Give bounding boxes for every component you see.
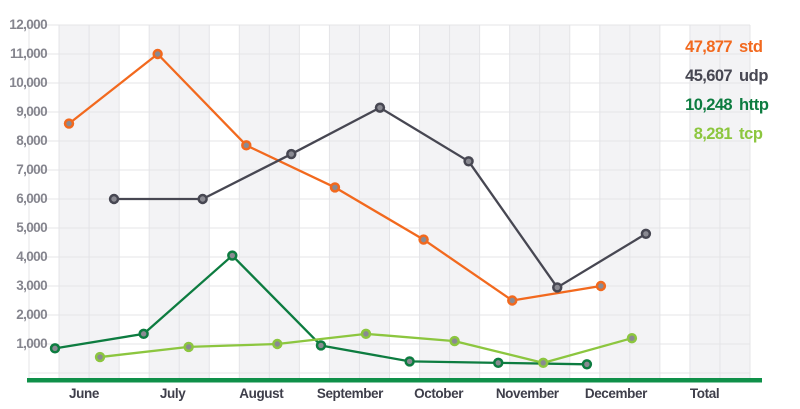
legend-label-udp: udp [739,67,769,85]
legend-total-http: 10,248 [685,96,732,114]
grid-stripe [719,25,750,378]
legend-total-udp: 45,607 [685,67,732,85]
data-point-center-udp-september [377,104,383,111]
y-axis-label: 9,000 [16,104,47,119]
y-axis-label: 8,000 [16,133,47,148]
data-point-center-http-september [318,342,324,349]
data-point-center-http-november [495,360,501,366]
grid-stripe [539,25,570,378]
data-point-center-std-june [66,120,72,127]
data-point-center-udp-august [288,151,294,157]
y-axis-label: 6,000 [16,191,47,206]
legend-label-http: http [739,96,769,114]
y-axis-label: 4,000 [16,249,47,264]
data-point-center-std-july [154,51,161,57]
grid-stripe [509,25,540,378]
grid-stripe [419,25,450,378]
grid-stripe [329,25,360,378]
x-axis-label-november: November [495,386,559,401]
legend-label-std: std [739,38,763,56]
grid-stripe [149,25,180,378]
data-point-center-tcp-september [363,331,369,337]
grid-stripe [59,25,90,378]
x-axis-label-june: June [69,386,99,401]
data-point-center-udp-june [111,196,117,202]
y-axis-label: 10,000 [9,75,47,90]
data-point-center-http-june [52,345,58,352]
y-axis-label: 5,000 [16,220,47,235]
y-axis-label: 7,000 [16,162,47,177]
data-point-center-http-october [406,358,413,365]
x-axis-label-september: September [316,386,384,401]
x-axis-label-december: December [584,386,647,401]
data-point-center-tcp-october [451,338,458,344]
data-point-center-tcp-june [97,354,103,360]
x-axis-label-total: Total [689,386,720,401]
data-point-center-http-december [584,361,590,367]
legend-row-std[interactable]: 47,877 std [640,33,790,62]
legend-label-tcp: tcp [739,125,763,143]
y-axis-label: 12,000 [9,17,47,32]
grid-stripe [449,25,480,378]
legend-row-udp[interactable]: 45,607 udp [640,62,790,91]
legend-total-std: 47,877 [685,38,732,56]
data-point-center-udp-october [465,158,472,164]
grid-stripe [599,25,630,378]
data-point-center-tcp-november [540,360,546,366]
grid-stripe [269,25,300,378]
data-point-center-std-october [420,236,427,243]
data-point-center-udp-december [643,231,649,237]
legend-row-tcp[interactable]: 8,281 tcp [640,120,790,149]
data-point-center-udp-november [554,284,560,291]
data-point-center-http-august [229,252,235,259]
grid-stripe [629,25,660,378]
legend-total-tcp: 8,281 [693,125,733,143]
x-axis-label-july: July [159,386,186,401]
x-axis-label-october: October [414,386,464,401]
data-point-center-std-november [509,297,515,304]
legend: 47,877 std 45,607 udp 10,248 http 8,281 tcp [640,33,790,149]
data-point-center-udp-july [199,196,206,202]
y-axis-label: 1,000 [16,336,47,351]
y-axis-label: 11,000 [10,46,48,61]
grid-stripe [359,25,390,378]
grid-stripe [239,25,270,378]
y-axis-label: 3,000 [16,278,47,293]
data-point-center-tcp-august [274,341,280,347]
data-point-center-std-december [598,283,604,289]
x-axis-baseline [27,378,762,383]
y-axis-label: 2,000 [16,307,47,322]
legend-row-http[interactable]: 10,248 http [640,91,790,120]
data-point-center-std-august [243,142,249,149]
x-axis-label-august: August [239,386,284,401]
data-point-center-std-september [332,184,338,191]
data-point-center-tcp-december [629,335,635,341]
data-point-center-http-july [140,331,147,337]
grid-stripe [689,25,720,378]
data-point-center-tcp-july [185,344,192,350]
